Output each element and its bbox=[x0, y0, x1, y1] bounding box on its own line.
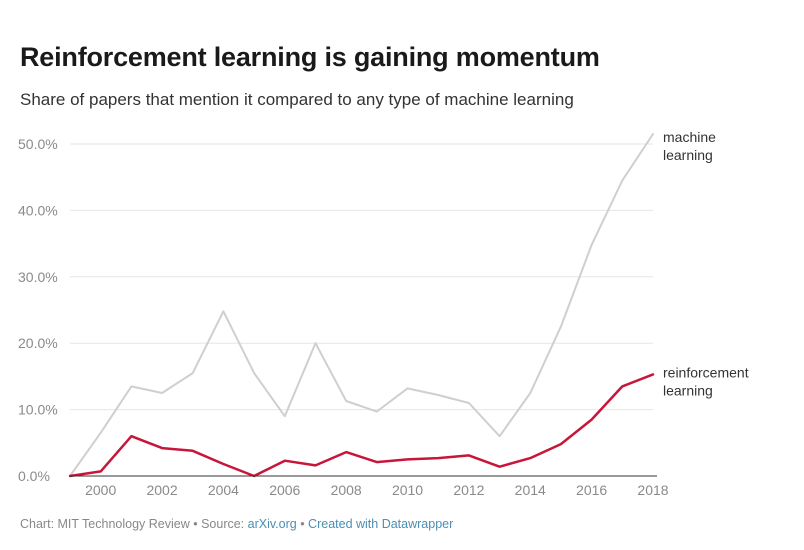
datawrapper-link[interactable]: Created with Datawrapper bbox=[308, 517, 454, 531]
y-tick-label: 50.0% bbox=[18, 136, 58, 152]
series-line bbox=[68, 373, 655, 478]
x-tick-label: 2008 bbox=[331, 482, 362, 498]
x-tick-label: 2006 bbox=[269, 482, 300, 498]
footer-separator: • bbox=[296, 517, 309, 531]
y-tick-label: 0.0% bbox=[18, 468, 50, 484]
x-tick-label: 2018 bbox=[637, 482, 668, 498]
series-label: learning bbox=[663, 382, 713, 398]
source-link[interactable]: arXiv.org bbox=[247, 517, 297, 531]
y-tick-label: 40.0% bbox=[18, 202, 58, 218]
chart-subtitle: Share of papers that mention it compared… bbox=[20, 90, 574, 109]
y-tick-label: 30.0% bbox=[18, 269, 58, 285]
x-tick-label: 2016 bbox=[576, 482, 607, 498]
series-label: learning bbox=[663, 147, 713, 163]
series-label: reinforcement bbox=[663, 364, 749, 380]
x-tick-label: 2002 bbox=[146, 482, 177, 498]
x-tick-label: 2010 bbox=[392, 482, 423, 498]
x-tick-label: 2000 bbox=[85, 482, 116, 498]
x-tick-label: 2004 bbox=[208, 482, 239, 498]
series-label: machine bbox=[663, 129, 716, 145]
series-line bbox=[69, 133, 654, 477]
y-tick-label: 20.0% bbox=[18, 335, 58, 351]
footer-credit: Chart: MIT Technology Review • Source: bbox=[20, 517, 248, 531]
x-tick-label: 2012 bbox=[453, 482, 484, 498]
chart-footer: Chart: MIT Technology Review • Source: a… bbox=[20, 517, 453, 531]
x-tick-label: 2014 bbox=[515, 482, 546, 498]
y-tick-label: 10.0% bbox=[18, 402, 58, 418]
chart-title: Reinforcement learning is gaining moment… bbox=[20, 42, 600, 72]
